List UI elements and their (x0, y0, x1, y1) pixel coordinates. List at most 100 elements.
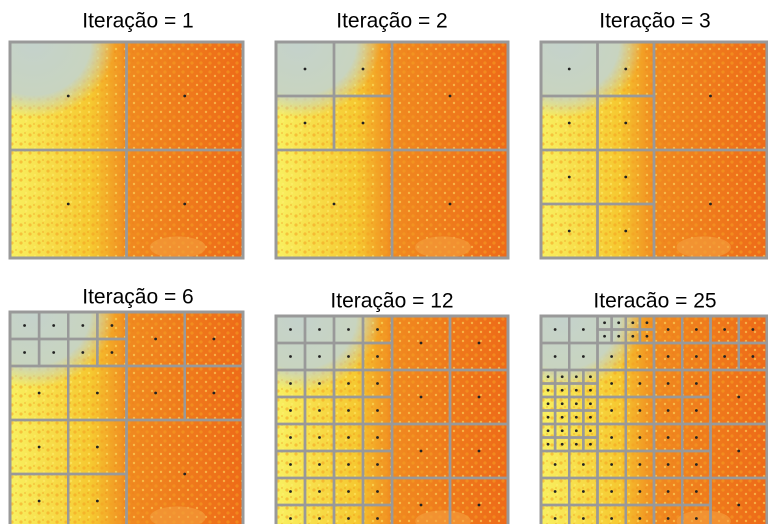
cell-centroid (289, 328, 292, 331)
cell-centroid (289, 382, 292, 385)
cell-centroid (575, 389, 578, 392)
cell-centroid (96, 392, 99, 395)
cell-centroid (289, 463, 292, 466)
cell-centroid (695, 517, 698, 520)
cell-centroid (318, 463, 321, 466)
cell-centroid (347, 409, 350, 412)
panel (10, 42, 243, 258)
cell-centroid (646, 335, 649, 338)
cell-centroid (420, 450, 423, 453)
cell-centroid (289, 517, 292, 520)
cell-centroid (610, 355, 613, 358)
cell-centroid (695, 382, 698, 385)
cell-centroid (318, 490, 321, 493)
cell-centroid (561, 402, 564, 405)
cell-centroid (638, 382, 641, 385)
cell-centroid (589, 443, 592, 446)
panel-title: Iteração = 2 (336, 10, 448, 33)
cell-centroid (318, 328, 321, 331)
cell-centroid (333, 203, 336, 206)
cell-centroid (96, 500, 99, 503)
cell-centroid (304, 68, 307, 71)
cell-centroid (81, 324, 84, 327)
cell-centroid (624, 176, 627, 179)
cell-centroid (554, 517, 557, 520)
panel (10, 312, 243, 524)
cell-centroid (347, 517, 350, 520)
cell-centroid (624, 68, 627, 71)
cell-centroid (111, 324, 114, 327)
map-patch (150, 236, 206, 258)
cell-centroid (589, 429, 592, 432)
cell-centroid (610, 409, 613, 412)
cell-centroid (376, 355, 379, 358)
panel (541, 316, 767, 524)
cell-centroid (347, 463, 350, 466)
cell-centroid (38, 446, 41, 449)
cell-centroid (667, 409, 670, 412)
cell-centroid (67, 95, 70, 98)
cell-centroid (568, 68, 571, 71)
cell-centroid (582, 517, 585, 520)
cell-centroid (554, 463, 557, 466)
cell-centroid (347, 355, 350, 358)
cell-centroid (154, 392, 157, 395)
panel-title: Iteração = 12 (330, 290, 453, 313)
panel (541, 42, 767, 258)
cell-centroid (347, 436, 350, 439)
panel-title: Iteração = 1 (82, 10, 194, 33)
cell-centroid (318, 517, 321, 520)
cell-centroid (589, 402, 592, 405)
cell-centroid (638, 436, 641, 439)
cell-centroid (589, 389, 592, 392)
cell-centroid (695, 490, 698, 493)
cell-centroid (631, 335, 634, 338)
cell-centroid (362, 68, 365, 71)
cell-centroid (554, 328, 557, 331)
cell-centroid (376, 463, 379, 466)
cell-centroid (617, 321, 620, 324)
cell-centroid (212, 338, 215, 341)
cell-centroid (478, 342, 481, 345)
cell-centroid (723, 328, 726, 331)
cell-centroid (376, 409, 379, 412)
cell-centroid (547, 429, 550, 432)
cell-centroid (67, 203, 70, 206)
cell-centroid (23, 324, 26, 327)
cell-centroid (289, 409, 292, 412)
panel-title: Iteracão = 25 (593, 290, 716, 313)
cell-centroid (547, 443, 550, 446)
cell-centroid (582, 328, 585, 331)
cell-centroid (582, 463, 585, 466)
cell-centroid (568, 230, 571, 233)
panel-title: Iteração = 3 (599, 10, 711, 33)
cell-centroid (610, 382, 613, 385)
cell-centroid (709, 95, 712, 98)
cell-centroid (449, 203, 452, 206)
cell-centroid (183, 473, 186, 476)
cell-centroid (610, 436, 613, 439)
cell-centroid (737, 396, 740, 399)
cell-centroid (561, 429, 564, 432)
cell-centroid (289, 490, 292, 493)
cell-centroid (38, 392, 41, 395)
cell-centroid (638, 463, 641, 466)
cell-centroid (23, 351, 26, 354)
cell-centroid (667, 382, 670, 385)
cell-centroid (624, 230, 627, 233)
cell-centroid (751, 328, 754, 331)
map-patch (677, 236, 731, 258)
cell-centroid (347, 328, 350, 331)
cell-centroid (667, 355, 670, 358)
cell-centroid (709, 203, 712, 206)
cell-centroid (154, 338, 157, 341)
cell-centroid (575, 429, 578, 432)
panel-title: Iteração = 6 (82, 286, 194, 309)
cell-centroid (568, 122, 571, 125)
cell-centroid (561, 389, 564, 392)
cell-centroid (547, 416, 550, 419)
cell-centroid (695, 328, 698, 331)
cell-centroid (547, 375, 550, 378)
cell-centroid (575, 402, 578, 405)
cell-centroid (610, 517, 613, 520)
